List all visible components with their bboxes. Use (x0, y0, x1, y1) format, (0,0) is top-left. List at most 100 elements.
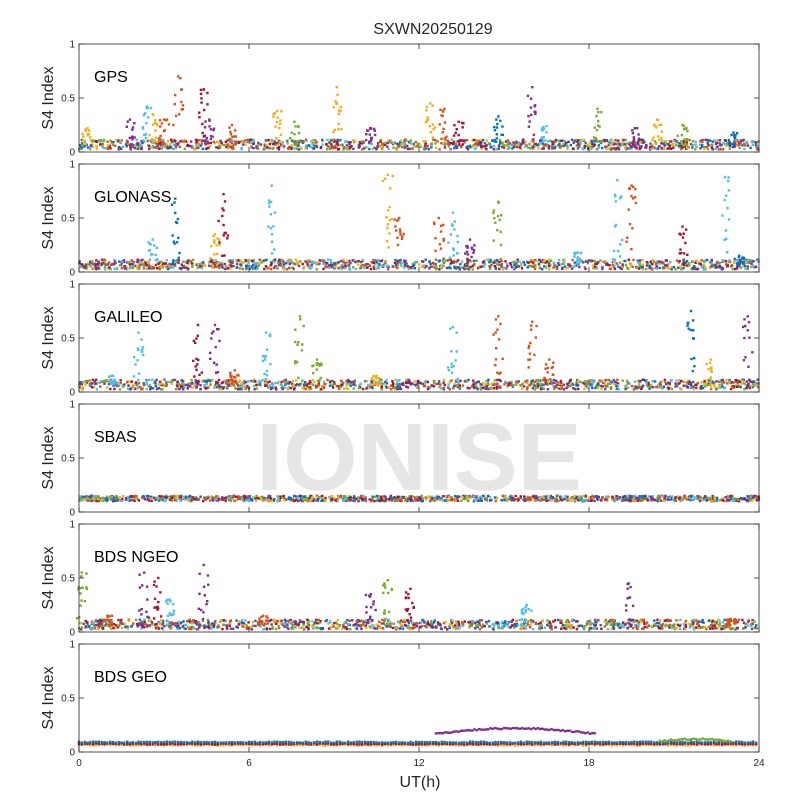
data-point (111, 262, 114, 266)
plot-area (79, 164, 759, 272)
data-point (544, 380, 547, 383)
data-point (128, 136, 131, 140)
data-point (711, 140, 714, 143)
data-point (663, 378, 667, 382)
data-point (195, 145, 199, 148)
data-point (298, 315, 302, 318)
data-point (509, 262, 512, 265)
data-point (264, 381, 267, 385)
data-point (715, 496, 719, 500)
data-point (207, 385, 211, 389)
data-point (137, 381, 141, 385)
data-point (541, 142, 545, 146)
data-point (457, 266, 461, 269)
data-point (494, 363, 497, 367)
data-point (163, 378, 166, 381)
data-point (672, 146, 675, 149)
data-point (267, 225, 270, 228)
data-point (348, 499, 351, 502)
data-point (227, 264, 230, 268)
data-point (263, 378, 266, 381)
data-point (226, 234, 229, 237)
data-point (339, 259, 343, 263)
data-point (164, 145, 167, 149)
data-point (229, 371, 232, 375)
data-point (475, 259, 478, 262)
data-point (477, 143, 480, 146)
data-point (337, 122, 340, 125)
data-point (109, 268, 112, 271)
data-point (405, 385, 408, 388)
data-point (616, 264, 619, 267)
data-point (244, 143, 247, 146)
data-point (563, 265, 567, 268)
data-point (336, 138, 339, 142)
data-point (494, 267, 498, 270)
data-point (553, 146, 556, 149)
data-point (178, 387, 181, 391)
data-point (687, 264, 691, 267)
data-point (542, 495, 546, 498)
data-point (567, 140, 570, 144)
data-point (493, 129, 497, 132)
data-point (223, 262, 226, 266)
data-point (157, 262, 160, 265)
data-point (299, 260, 302, 263)
data-point (538, 266, 542, 270)
data-point (470, 146, 473, 149)
data-point (239, 387, 243, 390)
data-point (148, 249, 151, 252)
data-point (724, 142, 727, 146)
data-point (175, 241, 179, 244)
data-point (584, 141, 587, 145)
data-point (694, 148, 697, 151)
data-point (395, 386, 398, 389)
data-point (125, 266, 129, 269)
data-point (140, 349, 143, 352)
data-point (140, 261, 143, 264)
data-point (399, 141, 402, 144)
data-point (507, 382, 510, 386)
data-point (217, 219, 220, 223)
data-point (700, 265, 703, 269)
data-point (497, 315, 500, 318)
data-point (293, 147, 296, 150)
data-point (489, 387, 492, 391)
data-point (568, 379, 572, 383)
data-point (199, 88, 203, 92)
data-point (311, 499, 314, 502)
data-point (723, 139, 727, 142)
data-point (232, 376, 236, 379)
data-point (352, 387, 355, 390)
data-point (248, 267, 251, 271)
data-point (424, 140, 427, 143)
data-point (469, 496, 472, 500)
data-point (267, 386, 270, 389)
data-point (83, 264, 86, 268)
data-point (396, 260, 399, 263)
data-point (229, 260, 232, 263)
data-point (112, 140, 115, 144)
data-point (275, 137, 278, 140)
data-point (274, 381, 277, 385)
data-point (743, 382, 746, 385)
data-point (384, 380, 387, 384)
data-point (481, 265, 485, 268)
data-point (609, 138, 613, 141)
data-point (284, 378, 288, 382)
data-point (623, 146, 627, 149)
data-point (752, 260, 755, 263)
data-point (511, 266, 514, 269)
data-point (294, 361, 297, 365)
data-point (89, 144, 93, 147)
data-point (207, 146, 210, 149)
data-point (159, 265, 163, 268)
data-point (90, 499, 93, 503)
data-point (500, 214, 503, 217)
data-point (431, 123, 434, 126)
data-point (311, 261, 315, 265)
data-point (326, 258, 330, 261)
data-point (443, 107, 446, 110)
data-point (149, 388, 152, 391)
data-point (387, 139, 390, 142)
